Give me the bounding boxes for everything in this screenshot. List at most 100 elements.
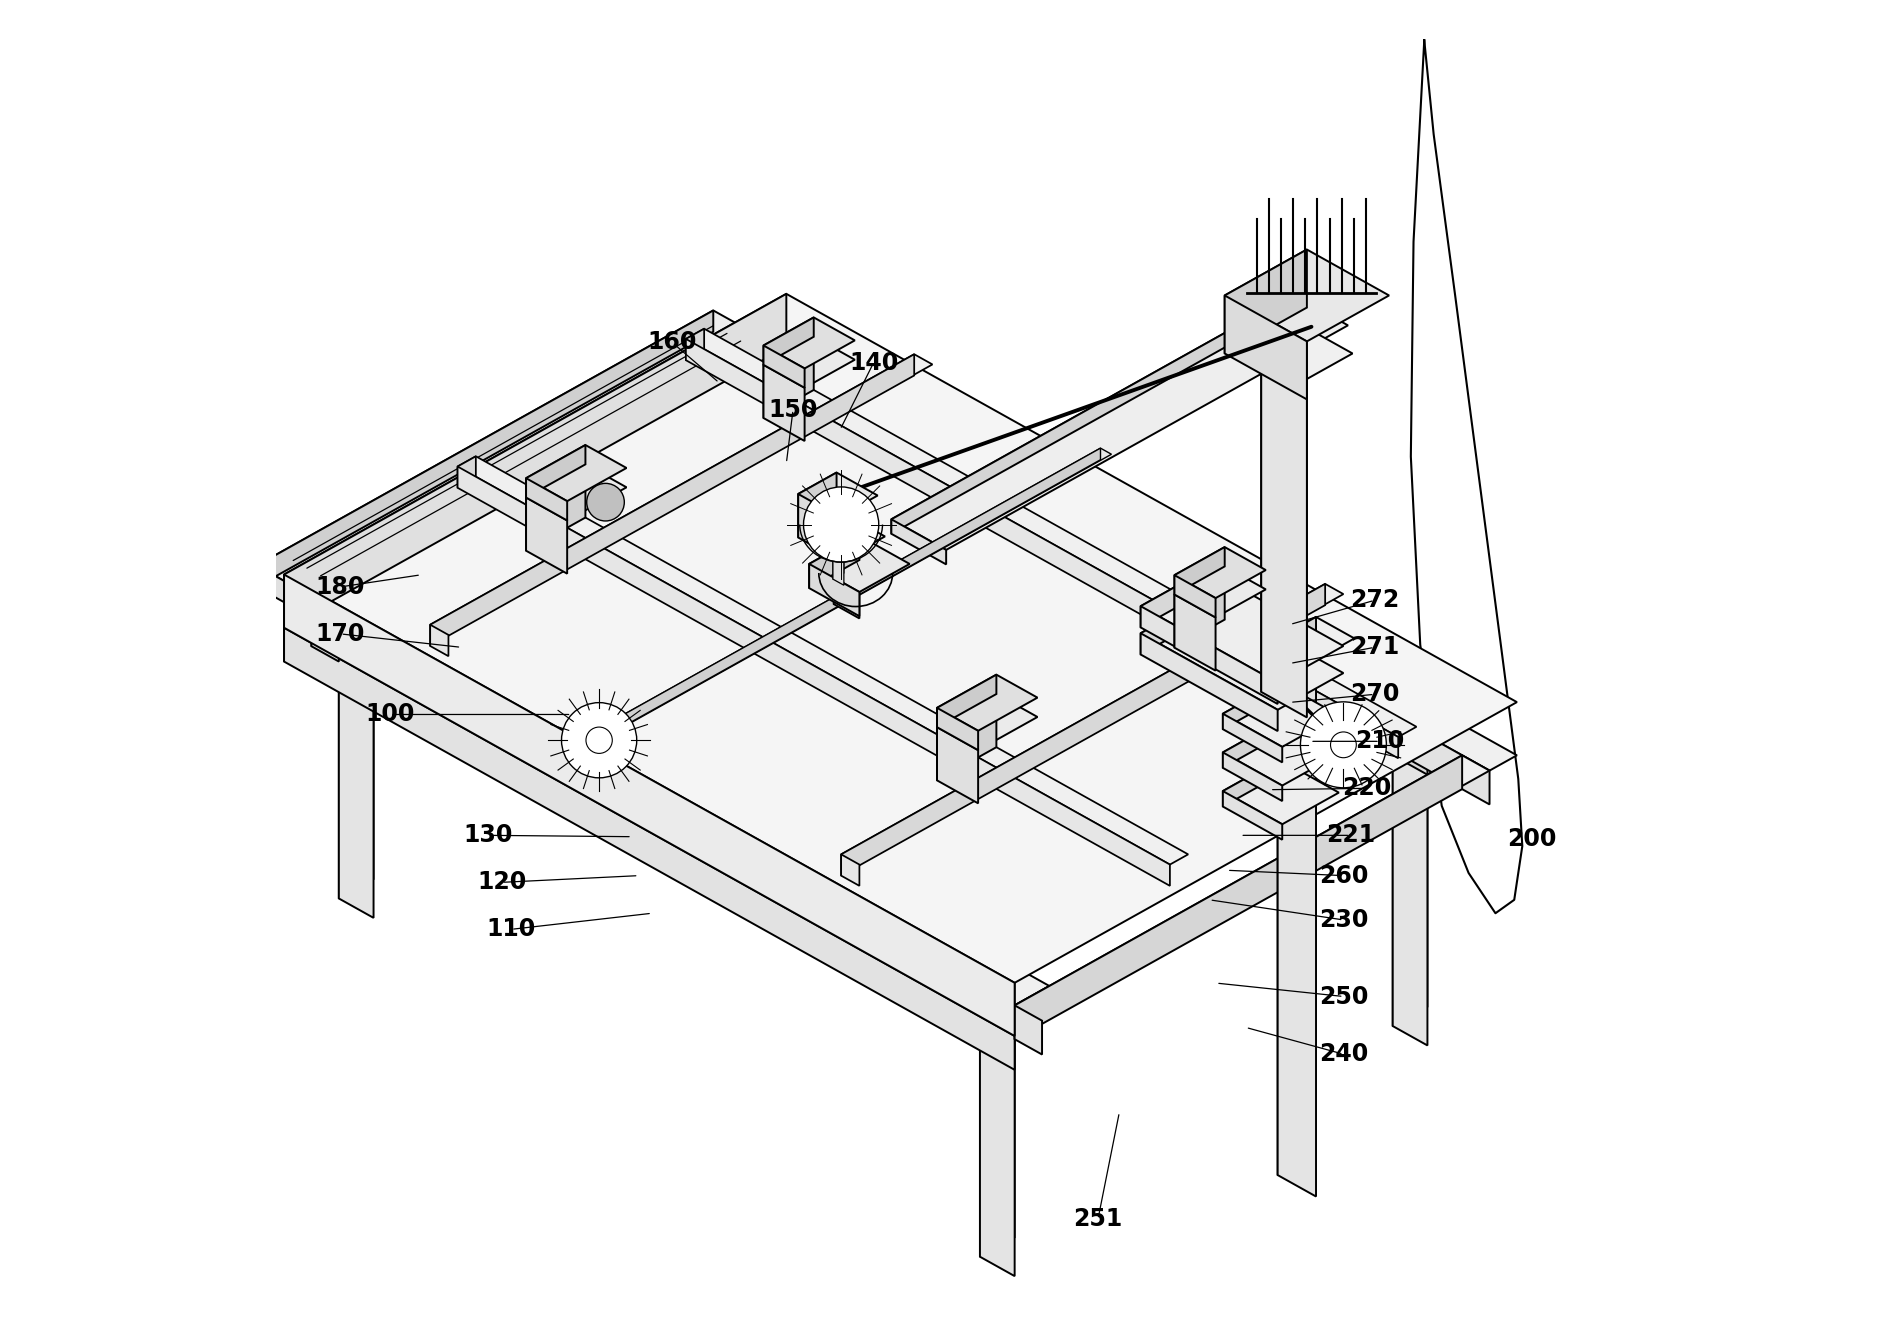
Polygon shape [936,708,978,751]
Polygon shape [256,310,764,594]
Polygon shape [527,497,567,573]
Polygon shape [527,465,586,551]
Polygon shape [798,473,877,517]
Text: 110: 110 [487,917,536,941]
Polygon shape [841,584,1325,876]
Text: 200: 200 [1507,827,1556,851]
Polygon shape [752,377,786,667]
Polygon shape [430,624,449,657]
Polygon shape [457,466,1169,886]
Polygon shape [1393,736,1463,775]
Polygon shape [764,317,855,368]
Polygon shape [527,445,627,501]
Polygon shape [1175,567,1266,618]
Text: 272: 272 [1349,588,1399,612]
Polygon shape [936,694,1037,751]
Polygon shape [809,536,910,592]
Text: 270: 270 [1349,682,1399,706]
Polygon shape [936,727,978,803]
Polygon shape [841,584,1344,865]
Polygon shape [1141,569,1344,682]
Text: 120: 120 [478,870,527,894]
Polygon shape [809,564,860,616]
Polygon shape [1014,755,1489,1021]
Polygon shape [980,967,1050,1006]
Polygon shape [980,986,1014,1276]
Polygon shape [570,449,1112,751]
Text: 130: 130 [464,823,514,847]
Polygon shape [457,457,1188,865]
Polygon shape [936,694,997,780]
Polygon shape [1262,353,1308,717]
Polygon shape [256,310,713,587]
Polygon shape [686,329,705,360]
Polygon shape [1222,682,1340,747]
Polygon shape [570,744,582,761]
Polygon shape [1014,755,1463,1039]
Polygon shape [834,536,855,548]
Polygon shape [570,449,1101,756]
Text: 180: 180 [316,575,366,599]
Polygon shape [834,536,843,579]
Polygon shape [457,457,476,488]
Polygon shape [834,522,860,604]
Polygon shape [1175,547,1224,595]
Polygon shape [256,565,307,615]
Polygon shape [980,967,1014,1257]
Polygon shape [1014,1006,1042,1054]
Polygon shape [284,294,1516,983]
Polygon shape [834,536,860,618]
Text: 100: 100 [366,702,415,727]
Polygon shape [311,363,786,627]
Text: 240: 240 [1319,1042,1368,1066]
Polygon shape [752,377,821,416]
Polygon shape [764,337,813,418]
Polygon shape [284,612,1042,1035]
Polygon shape [527,445,586,497]
Polygon shape [284,575,1014,1035]
Text: 230: 230 [1319,908,1368,932]
Polygon shape [1141,596,1344,710]
Polygon shape [1222,721,1340,786]
Polygon shape [339,608,373,898]
Circle shape [1330,732,1357,757]
Polygon shape [798,494,839,560]
Polygon shape [798,473,836,537]
Polygon shape [1224,295,1308,399]
Polygon shape [284,294,786,627]
Polygon shape [1141,596,1207,654]
Polygon shape [430,355,932,635]
Circle shape [1300,702,1387,788]
Polygon shape [430,355,913,646]
Text: 160: 160 [648,330,697,355]
Polygon shape [1277,616,1355,659]
Polygon shape [841,854,860,886]
Text: 210: 210 [1355,729,1404,753]
Polygon shape [1175,567,1224,647]
Polygon shape [1175,595,1215,670]
Text: 221: 221 [1326,823,1376,847]
Polygon shape [527,478,567,521]
Polygon shape [1222,759,1279,807]
Polygon shape [764,365,805,441]
Text: 170: 170 [316,622,366,646]
Circle shape [803,488,879,563]
Polygon shape [764,317,813,365]
Circle shape [586,727,612,753]
Polygon shape [891,520,946,564]
Polygon shape [758,346,786,396]
Polygon shape [1224,250,1308,353]
Polygon shape [936,674,997,727]
Polygon shape [1262,328,1308,692]
Polygon shape [1222,752,1283,800]
Polygon shape [339,608,407,647]
Polygon shape [1277,638,1315,1197]
Polygon shape [891,294,1347,549]
Polygon shape [1224,250,1389,341]
Polygon shape [1277,616,1315,1175]
Polygon shape [1141,569,1207,627]
Polygon shape [284,627,1014,1070]
Text: 220: 220 [1342,776,1391,800]
Circle shape [561,702,637,778]
Polygon shape [339,627,373,917]
